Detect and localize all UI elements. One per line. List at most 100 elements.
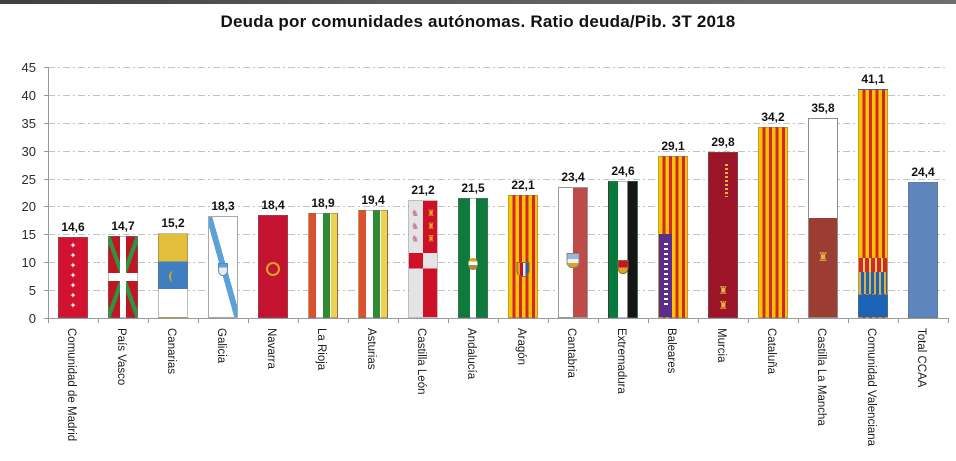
- y-axis-tick: [44, 122, 48, 124]
- gridline: [48, 178, 948, 180]
- bar-murcia: [708, 151, 738, 318]
- x-axis-label-asturias: Asturias: [365, 328, 377, 370]
- bar-valencia: [858, 88, 888, 318]
- x-axis-label-canarias: Canarias: [165, 328, 177, 375]
- y-axis-label: 15: [21, 227, 36, 243]
- x-axis-tick: [248, 319, 249, 323]
- gridline: [48, 150, 948, 152]
- y-axis-line: [48, 67, 49, 318]
- x-axis-label-baleares: Baleares: [665, 328, 677, 374]
- x-axis-line: [48, 318, 949, 319]
- x-axis-tick: [498, 319, 499, 323]
- x-axis-label-murcia: Murcia: [715, 328, 727, 363]
- bar-paisvasco: [108, 236, 138, 318]
- bar-cataluna: [758, 127, 788, 318]
- gridline: [48, 67, 948, 68]
- y-axis-label: 30: [21, 143, 36, 159]
- gridline: [48, 94, 948, 96]
- x-axis-label-galicia: Galicia: [215, 328, 227, 364]
- x-axis-tick: [48, 319, 49, 323]
- y-axis-tick: [44, 318, 48, 319]
- gridline: [48, 262, 948, 264]
- x-axis-label-cantabria: Cantabria: [565, 328, 577, 378]
- bar-value-label: 29,8: [711, 134, 735, 149]
- x-axis-label-castillalamancha: Castilla La Mancha: [815, 328, 827, 426]
- x-axis-label-madrid: Comunidad de Madrid: [65, 328, 77, 442]
- bar-value-label: 18,3: [211, 198, 235, 213]
- bar-galicia: [208, 215, 238, 318]
- gridline: [48, 206, 948, 208]
- bar-value-label: 23,4: [561, 170, 585, 185]
- bar-baleares: [658, 155, 688, 318]
- bar-value-label: 24,4: [911, 164, 935, 179]
- y-axis-tick: [44, 150, 48, 152]
- x-axis-tick: [548, 319, 549, 323]
- x-axis-tick: [98, 319, 99, 323]
- bar-value-label: 34,2: [761, 110, 785, 125]
- bar-value-label: 41,1: [861, 71, 885, 86]
- y-axis-label: 0: [28, 311, 36, 326]
- bar-value-label: 24,6: [611, 163, 635, 178]
- gridline: [48, 234, 948, 236]
- bar-value-label: 21,5: [461, 181, 485, 196]
- x-axis-tick: [798, 319, 799, 323]
- x-axis-label-andalucia: Andalucía: [465, 328, 477, 380]
- x-axis-tick: [748, 319, 749, 323]
- bar-canarias: [158, 233, 188, 318]
- x-axis-label-castillaleon: Castilla León: [415, 328, 427, 395]
- x-axis-label-larioja: La Rioja: [315, 328, 327, 371]
- bar-castillaleon: [408, 199, 438, 318]
- x-axis-label-cataluna: Cataluña: [765, 328, 777, 375]
- bar-castillalamancha: [808, 118, 838, 318]
- bar-value-label: 14,7: [111, 219, 135, 233]
- x-axis-tick: [298, 319, 299, 323]
- x-axis-tick: [648, 319, 649, 323]
- x-axis-label-total: Total CCAA: [915, 328, 927, 388]
- x-axis-label-aragon: Aragón: [515, 328, 527, 366]
- bar-value-label: 14,6: [61, 219, 85, 234]
- x-axis-tick: [598, 319, 599, 323]
- y-axis-label: 5: [28, 283, 36, 299]
- bar-andalucia: [458, 198, 488, 318]
- y-axis-tick: [44, 234, 48, 236]
- x-axis-tick: [948, 319, 949, 323]
- bar-value-label: 21,2: [411, 182, 435, 197]
- x-axis-tick: [698, 319, 699, 323]
- x-axis-tick: [198, 319, 199, 323]
- y-axis-tick: [44, 262, 48, 264]
- bar-navarra: [258, 215, 288, 318]
- x-axis-label-navarra: Navarra: [265, 328, 277, 369]
- bar-value-label: 18,4: [261, 198, 285, 213]
- y-axis-tick: [44, 67, 48, 68]
- bar-cantabria: [558, 187, 588, 318]
- y-axis-label: 40: [21, 87, 36, 103]
- y-axis-label: 25: [21, 171, 36, 187]
- x-axis-tick: [898, 319, 899, 323]
- y-axis-label: 20: [21, 199, 36, 215]
- bar-value-label: 22,1: [511, 177, 535, 192]
- x-axis-tick: [348, 319, 349, 323]
- y-axis-tick: [44, 178, 48, 180]
- y-axis-label: 10: [21, 255, 36, 271]
- bar-value-label: 35,8: [811, 101, 835, 116]
- bar-value-label: 18,9: [311, 195, 335, 210]
- y-axis-tick: [44, 94, 48, 96]
- bar-extremadura: [608, 180, 638, 318]
- bar-aragon: [508, 194, 538, 318]
- bar-larioja: [308, 212, 338, 318]
- x-axis-tick: [398, 319, 399, 323]
- bar-value-label: 15,2: [161, 216, 185, 231]
- chart-title: Deuda por comunidades autónomas. Ratio d…: [220, 12, 736, 31]
- y-axis-tick: [44, 206, 48, 208]
- x-axis-tick: [848, 319, 849, 323]
- x-axis-label-extremadura: Extremadura: [615, 328, 627, 394]
- window-top-edge: [0, 0, 956, 4]
- x-axis-label-valencia: Comunidad Valenciana: [865, 328, 877, 447]
- bar-total: [908, 181, 938, 318]
- y-axis-label: 45: [21, 60, 36, 75]
- bar-value-label: 19,4: [361, 192, 385, 207]
- x-axis-label-paisvasco: País Vasco: [115, 328, 127, 386]
- y-axis-label: 35: [21, 115, 36, 131]
- bar-value-label: 29,1: [661, 138, 685, 153]
